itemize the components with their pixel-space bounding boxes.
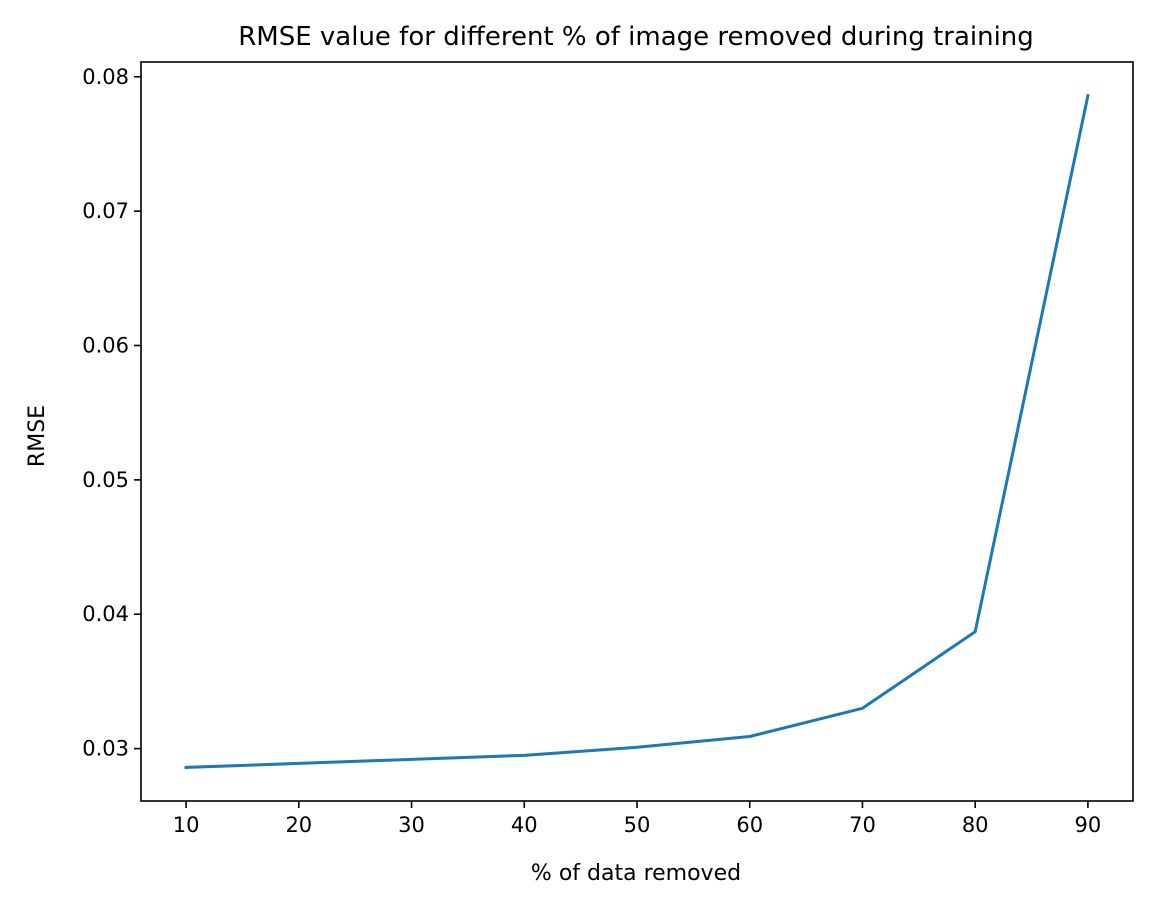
x-tick-label: 60	[736, 813, 763, 837]
x-tick-label: 70	[849, 813, 876, 837]
plot-area	[140, 61, 1134, 802]
x-axis-ticks: 10 20 30 40 50 60 70 80 90	[173, 801, 1102, 837]
x-tick-label: 20	[285, 813, 312, 837]
y-tick-label: 0.05	[82, 468, 129, 492]
x-tick-label: 50	[624, 813, 651, 837]
y-axis-ticks: 0.03 0.04 0.05 0.06 0.07 0.08	[82, 65, 141, 761]
x-axis-title: % of data removed	[531, 861, 741, 886]
x-tick-label: 10	[173, 813, 200, 837]
x-tick-label: 40	[511, 813, 538, 837]
y-tick-label: 0.03	[82, 737, 129, 761]
y-tick-label: 0.07	[82, 199, 129, 223]
axes-frame	[140, 61, 1134, 802]
series-line-0	[184, 93, 1090, 769]
y-tick-label: 0.04	[82, 602, 129, 626]
chart-title: RMSE value for different % of image remo…	[238, 22, 1034, 52]
x-tick-label: 30	[398, 813, 425, 837]
x-tick-label: 90	[1075, 813, 1102, 837]
y-tick-label: 0.08	[82, 65, 129, 89]
y-axis-title: RMSE	[25, 405, 50, 467]
y-tick-label: 0.06	[82, 334, 129, 358]
x-tick-label: 80	[962, 813, 989, 837]
series-layer	[184, 93, 1090, 769]
